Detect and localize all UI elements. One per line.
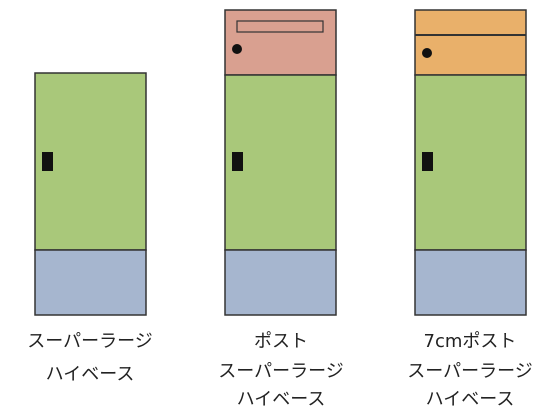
locker-body bbox=[224, 74, 337, 251]
handle bbox=[232, 152, 243, 171]
label: スーパーラージ bbox=[27, 331, 152, 352]
handle bbox=[422, 152, 433, 171]
label: ハイベース bbox=[46, 364, 135, 385]
label: スーパーラージ bbox=[407, 361, 532, 382]
lock bbox=[232, 44, 242, 54]
locker-1: スーパーラージ ハイベース bbox=[27, 72, 153, 385]
locker-body bbox=[414, 74, 527, 251]
label: ハイベース bbox=[426, 389, 515, 410]
mail-slot bbox=[236, 20, 324, 33]
handle bbox=[42, 152, 53, 171]
label: ハイベース bbox=[237, 389, 326, 410]
locker-3: 7cmポスト スーパーラージ ハイベース bbox=[407, 9, 533, 410]
post-box bbox=[414, 9, 527, 76]
lock bbox=[422, 48, 432, 58]
high-base bbox=[414, 249, 527, 316]
label: 7cmポスト bbox=[424, 331, 517, 352]
locker-2: ポスト スーパーラージ ハイベース bbox=[218, 9, 344, 410]
high-base bbox=[224, 249, 337, 316]
label: ポスト bbox=[254, 331, 308, 352]
label: スーパーラージ bbox=[218, 361, 343, 382]
post-box bbox=[224, 9, 337, 76]
locker-body bbox=[34, 72, 147, 251]
high-base bbox=[34, 249, 147, 316]
